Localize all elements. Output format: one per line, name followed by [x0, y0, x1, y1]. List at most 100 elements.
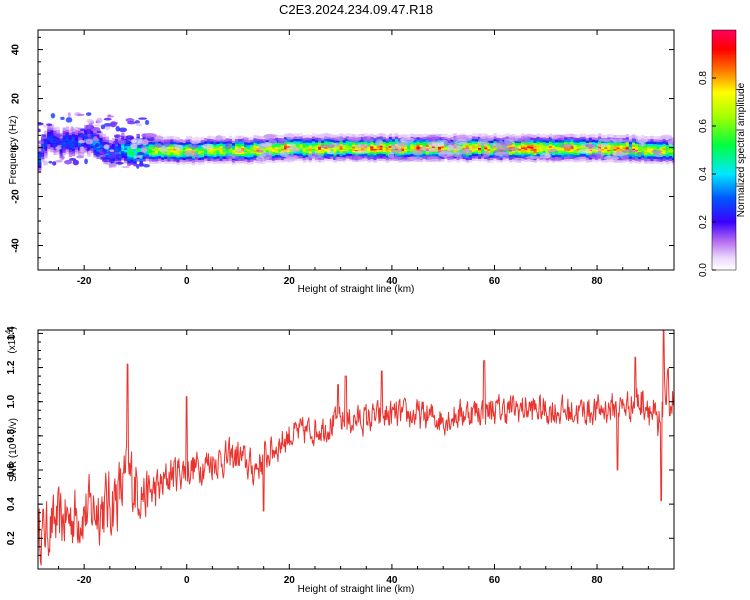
spectrogram-cell [148, 147, 153, 151]
spectrogram-cell [327, 138, 331, 142]
spectrogram-cell [179, 151, 183, 156]
spectrogram-cell [647, 143, 651, 147]
spectrogram-cell [444, 155, 448, 159]
spectrogram-cell [407, 151, 411, 155]
spectrogram-cell [256, 152, 260, 156]
spectrogram-blob [135, 123, 143, 127]
spectrogram-cell [185, 147, 190, 151]
spectrogram-cell [527, 150, 531, 155]
spectrogram-blob [375, 139, 383, 147]
spectrogram-cell [127, 155, 131, 159]
spectrogram-cell [247, 139, 251, 143]
spectrogram-cell [151, 145, 156, 150]
spectrogram-y-tick-label: 20 [11, 93, 22, 105]
spectrogram-cell [345, 157, 350, 161]
spectrogram-blob [61, 155, 65, 160]
spectrogram-cell [591, 138, 596, 143]
spectrogram-cell [490, 139, 494, 144]
spectrogram-cell [376, 150, 380, 154]
spectrogram-cell [610, 151, 614, 155]
spectrogram-cell [585, 134, 590, 139]
spectrogram-cell [311, 148, 316, 152]
spectrogram-cell [601, 150, 605, 154]
spectrogram-cell [551, 144, 556, 148]
spectrogram-cell [385, 152, 390, 156]
spectrogram-cell [173, 160, 177, 165]
spectrogram-cell [438, 138, 442, 143]
spectrogram-cell [342, 143, 347, 148]
spectrogram-cell [551, 154, 556, 158]
spectrogram-cell [425, 141, 430, 145]
spectrogram-cell [247, 152, 251, 156]
spectrogram-cell [274, 154, 279, 158]
spectrogram-cell [382, 144, 387, 148]
spectrogram-cell [201, 154, 205, 158]
spectrogram-x-tick-label: 20 [284, 276, 296, 287]
spectrogram-cell [271, 157, 276, 161]
spectrogram-cell [142, 153, 147, 157]
spectrogram-cell [644, 136, 648, 140]
spectrogram-cell [487, 139, 491, 144]
spectrogram-cell [382, 155, 387, 159]
spectrogram-cell [431, 153, 436, 157]
spectrogram-cell [207, 138, 211, 142]
spectrogram-blob [78, 139, 86, 144]
spectrogram-cell [453, 157, 457, 161]
spectrogram-cell [213, 145, 217, 150]
spectrogram-cell [471, 138, 476, 142]
spectrogram-cell [576, 134, 580, 138]
spectrogram-cell [207, 150, 211, 155]
spectrogram-cell [635, 140, 639, 144]
spectrogram-blob [450, 145, 464, 151]
spectrogram-blob [72, 159, 80, 166]
spectrogram-cell [659, 147, 664, 151]
spectrogram-cell [176, 152, 180, 156]
spectrogram-blob [420, 146, 427, 151]
spectrogram-cell [167, 136, 171, 140]
spectrogram-cell [182, 142, 187, 146]
spectrogram-cell [191, 148, 196, 152]
spectrogram-cell [74, 151, 79, 155]
spectrogram-cell [567, 158, 571, 162]
spectrogram-blob [153, 135, 164, 142]
spectrogram-cell [121, 143, 125, 147]
spectrogram-cell [465, 154, 470, 158]
spectrogram-cell [653, 158, 657, 162]
spectrogram-cell [622, 142, 627, 146]
spectrogram-cell [668, 160, 673, 164]
spectrogram-cell [271, 146, 276, 150]
spectrogram-cell [628, 158, 633, 162]
spectrogram-frame [37, 29, 675, 271]
spectrogram-cell [311, 138, 316, 142]
spectrogram-cell [659, 143, 664, 148]
spectrogram-cell [413, 158, 417, 163]
spectrogram-cell [407, 153, 411, 157]
spectrogram-cell [210, 160, 214, 164]
spectrogram-cell [234, 143, 239, 147]
spectrogram-cell [518, 150, 522, 154]
spectrogram-cell [662, 157, 667, 161]
spectrogram-cell [185, 141, 190, 145]
spectrogram-cell [493, 133, 497, 137]
spectrogram-cell [244, 145, 248, 150]
spectrogram-cell [253, 144, 257, 148]
spectrogram-cell [370, 153, 374, 157]
spectrogram-cell [250, 156, 254, 160]
spectrogram-cell [582, 153, 587, 157]
spectrogram-blob [334, 156, 347, 162]
spectrogram-blob [464, 147, 471, 152]
spectrogram-cell [524, 145, 528, 149]
spectrogram-cell [370, 143, 374, 147]
spectrogram-cell [38, 167, 42, 171]
spectrogram-blob [286, 143, 297, 147]
spectrogram-cell [379, 157, 383, 161]
spectrogram-cell [558, 154, 562, 158]
spectrogram-cell [324, 152, 328, 156]
spectrogram-cell [305, 151, 310, 155]
spectrogram-cell [296, 152, 300, 157]
spectrogram-cell [462, 155, 467, 160]
spectrogram-cell [419, 154, 423, 158]
spectrogram-cell [496, 139, 500, 143]
spectrogram-cell [204, 160, 208, 164]
spectrogram-cell [604, 134, 608, 138]
